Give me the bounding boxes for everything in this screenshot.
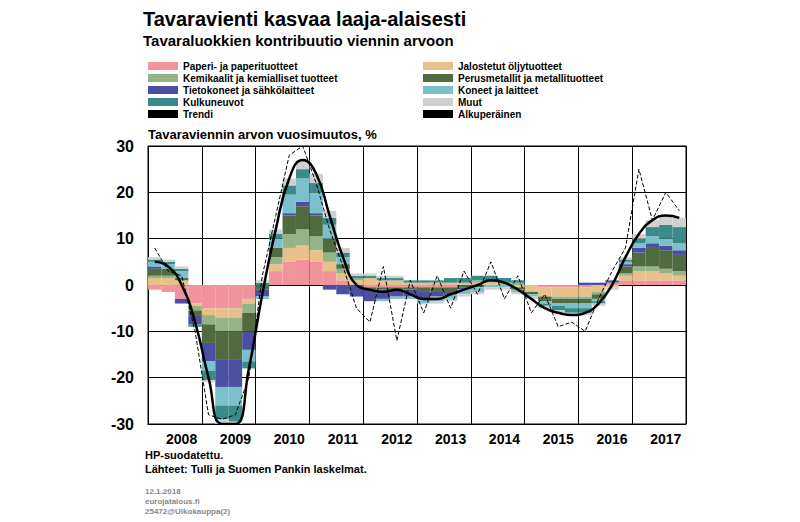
svg-text:-30: -30 — [111, 416, 134, 433]
svg-text:2009: 2009 — [220, 431, 251, 447]
svg-text:Koneet ja laitteet: Koneet ja laitteet — [458, 85, 539, 96]
svg-text:2014: 2014 — [489, 431, 520, 447]
svg-text:Perusmetallit ja metallituotte: Perusmetallit ja metallituotteet — [458, 73, 604, 84]
svg-text:eurojatalous.fi: eurojatalous.fi — [145, 497, 200, 506]
svg-text:Kulkuneuvot: Kulkuneuvot — [183, 97, 244, 108]
svg-text:Jalostetut öljytuotteet: Jalostetut öljytuotteet — [458, 61, 563, 72]
svg-text:Trendi: Trendi — [183, 109, 213, 120]
svg-text:0: 0 — [125, 277, 134, 294]
svg-text:2011: 2011 — [328, 431, 359, 447]
svg-text:2016: 2016 — [596, 431, 627, 447]
svg-text:25472@Ulkokauppa(2): 25472@Ulkokauppa(2) — [145, 507, 231, 516]
svg-text:2008: 2008 — [166, 431, 197, 447]
svg-text:2010: 2010 — [274, 431, 305, 447]
svg-text:-20: -20 — [111, 369, 134, 386]
svg-text:20: 20 — [116, 184, 134, 201]
svg-text:10: 10 — [116, 230, 134, 247]
svg-text:2013: 2013 — [435, 431, 466, 447]
svg-text:-10: -10 — [111, 323, 134, 340]
svg-text:2017: 2017 — [650, 431, 681, 447]
svg-text:2015: 2015 — [543, 431, 574, 447]
svg-text:Lähteet: Tulli ja Suomen Panki: Lähteet: Tulli ja Suomen Pankin laskelma… — [145, 463, 367, 475]
svg-text:Kemikaalit ja kemialliset tuot: Kemikaalit ja kemialliset tuotteet — [183, 73, 338, 84]
svg-text:12.1.2018: 12.1.2018 — [145, 487, 181, 496]
svg-text:Paperi- ja paperituotteet: Paperi- ja paperituotteet — [183, 61, 298, 72]
svg-text:Tietokoneet ja sähkölaitteet: Tietokoneet ja sähkölaitteet — [183, 85, 315, 96]
svg-text:HP-suodatettu.: HP-suodatettu. — [145, 449, 223, 461]
svg-text:Tavaravienti kasvaa laaja-alai: Tavaravienti kasvaa laaja-alaisesti — [143, 8, 466, 30]
svg-text:30: 30 — [116, 138, 134, 155]
svg-text:Muut: Muut — [458, 97, 483, 108]
svg-text:Tavaraluokkien kontribuutio vi: Tavaraluokkien kontribuutio viennin arvo… — [143, 32, 454, 49]
svg-text:Alkuperäinen: Alkuperäinen — [458, 109, 521, 120]
svg-text:Tavaraviennin arvon vuosimuuto: Tavaraviennin arvon vuosimuutos, % — [148, 127, 377, 142]
svg-text:2012: 2012 — [381, 431, 412, 447]
